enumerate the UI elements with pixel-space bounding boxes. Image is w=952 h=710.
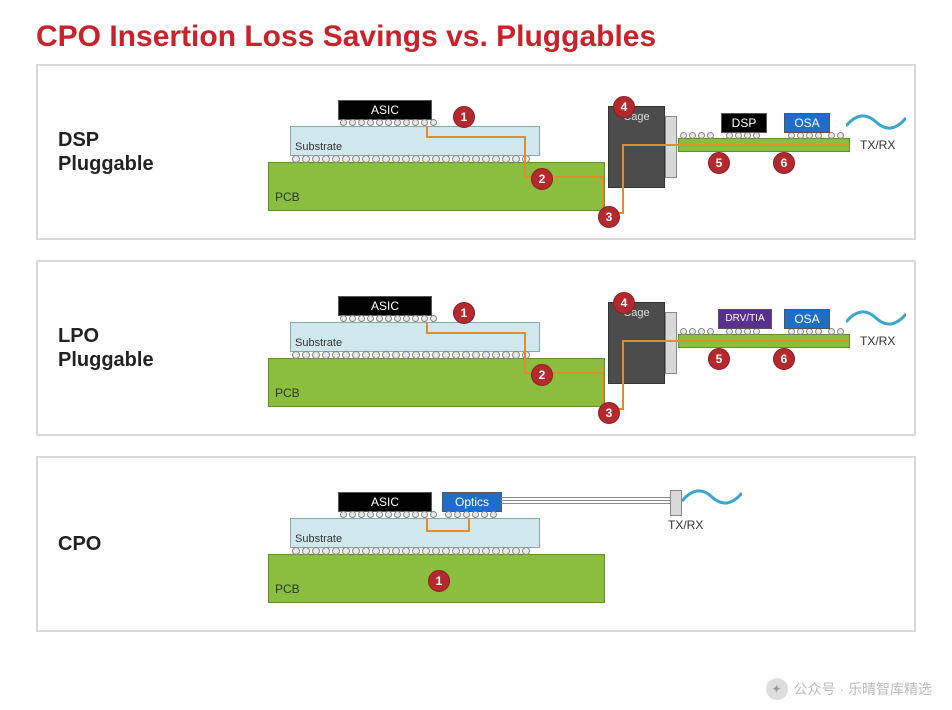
asic-chip: ASIC — [338, 100, 432, 120]
substrate-label: Substrate — [295, 337, 342, 349]
substrate-label: Substrate — [295, 533, 342, 545]
trace — [426, 530, 470, 532]
badge-1: 1 — [428, 570, 450, 592]
trace — [426, 322, 428, 332]
asic-chip: ASIC — [338, 296, 432, 316]
diagram-cpo: PCB Substrate ASIC Optics — [228, 458, 914, 630]
optics-chip: Optics — [442, 492, 502, 512]
badge-5: 5 — [708, 152, 730, 174]
cage: Cage — [608, 106, 665, 188]
mod-balls-dsp — [726, 132, 760, 139]
badge-5: 5 — [708, 348, 730, 370]
badge-1: 1 — [453, 106, 475, 128]
pcb: PCB — [268, 162, 605, 211]
osa-chip: OSA — [784, 309, 830, 329]
cage-slot — [665, 116, 677, 178]
diagram-lpo: PCB Substrate ASIC Cage DRV/TIA OSA — [228, 262, 914, 434]
panel-cpo: CPO PCB Substrate ASIC Optics — [36, 456, 916, 632]
trace — [622, 340, 682, 342]
trace — [426, 136, 526, 138]
panel-label-lpo: LPO Pluggable — [38, 262, 228, 434]
substrate-balls — [292, 351, 530, 359]
pcb-label: PCB — [275, 582, 300, 596]
pcb-label: PCB — [275, 386, 300, 400]
trace — [524, 332, 526, 372]
panel-lpo: LPO Pluggable PCB Substrate ASIC Cage — [36, 260, 916, 436]
trace — [468, 518, 470, 530]
fiber-icon — [682, 483, 742, 513]
panel-label-cpo: CPO — [38, 458, 228, 630]
panels-container: DSP Pluggable PCB Substrate ASIC Cage — [0, 64, 952, 632]
pcb-label: PCB — [275, 190, 300, 204]
substrate-label: Substrate — [295, 141, 342, 153]
asic-balls — [340, 119, 437, 126]
mod-balls-left — [680, 132, 714, 139]
mod-balls-drv — [726, 328, 760, 335]
trace — [678, 144, 848, 146]
badge-3: 3 — [598, 402, 620, 424]
substrate: Substrate — [290, 518, 540, 548]
badge-4: 4 — [613, 292, 635, 314]
substrate-balls — [292, 547, 530, 555]
page-title: CPO Insertion Loss Savings vs. Pluggable… — [0, 0, 952, 64]
fiber-icon — [846, 108, 906, 138]
watermark: ✦ 公众号 · 乐晴智库精选 — [766, 678, 932, 700]
mod-balls-osa — [788, 132, 822, 139]
watermark-text: 公众号 · 乐晴智库精选 — [794, 679, 932, 699]
substrate-balls — [292, 155, 530, 163]
badge-6: 6 — [773, 348, 795, 370]
badge-3: 3 — [598, 206, 620, 228]
badge-2: 2 — [531, 364, 553, 386]
asic-chip: ASIC — [338, 492, 432, 512]
trace — [426, 332, 526, 334]
cage: Cage — [608, 302, 665, 384]
badge-4: 4 — [613, 96, 635, 118]
panel-label-dsp: DSP Pluggable — [38, 66, 228, 238]
cage-slot — [665, 312, 677, 374]
substrate: Substrate — [290, 322, 540, 352]
trace — [678, 340, 848, 342]
trace — [426, 518, 428, 530]
fiber-lines — [501, 497, 671, 506]
trace — [622, 144, 682, 146]
fiber-connector — [670, 490, 682, 516]
wechat-icon: ✦ — [766, 678, 788, 700]
osa-chip: OSA — [784, 113, 830, 133]
optics-balls — [445, 511, 497, 518]
mod-balls-end — [828, 328, 844, 335]
fiber-icon — [846, 304, 906, 334]
drv-chip: DRV/TIA — [718, 309, 772, 329]
mod-balls-osa — [788, 328, 822, 335]
txrx-label: TX/RX — [860, 138, 895, 152]
diagram-dsp: PCB Substrate ASIC Cage — [228, 66, 914, 238]
mod-balls-end — [828, 132, 844, 139]
badge-2: 2 — [531, 168, 553, 190]
asic-balls — [340, 315, 437, 322]
mod-balls-left — [680, 328, 714, 335]
txrx-label: TX/RX — [860, 334, 895, 348]
badge-1: 1 — [453, 302, 475, 324]
asic-balls — [340, 511, 437, 518]
trace — [622, 340, 624, 410]
dsp-chip: DSP — [721, 113, 767, 133]
panel-dsp: DSP Pluggable PCB Substrate ASIC Cage — [36, 64, 916, 240]
substrate: Substrate — [290, 126, 540, 156]
trace — [524, 136, 526, 176]
txrx-label: TX/RX — [668, 518, 703, 532]
trace — [426, 126, 428, 136]
pcb: PCB — [268, 358, 605, 407]
trace — [622, 144, 624, 214]
badge-6: 6 — [773, 152, 795, 174]
